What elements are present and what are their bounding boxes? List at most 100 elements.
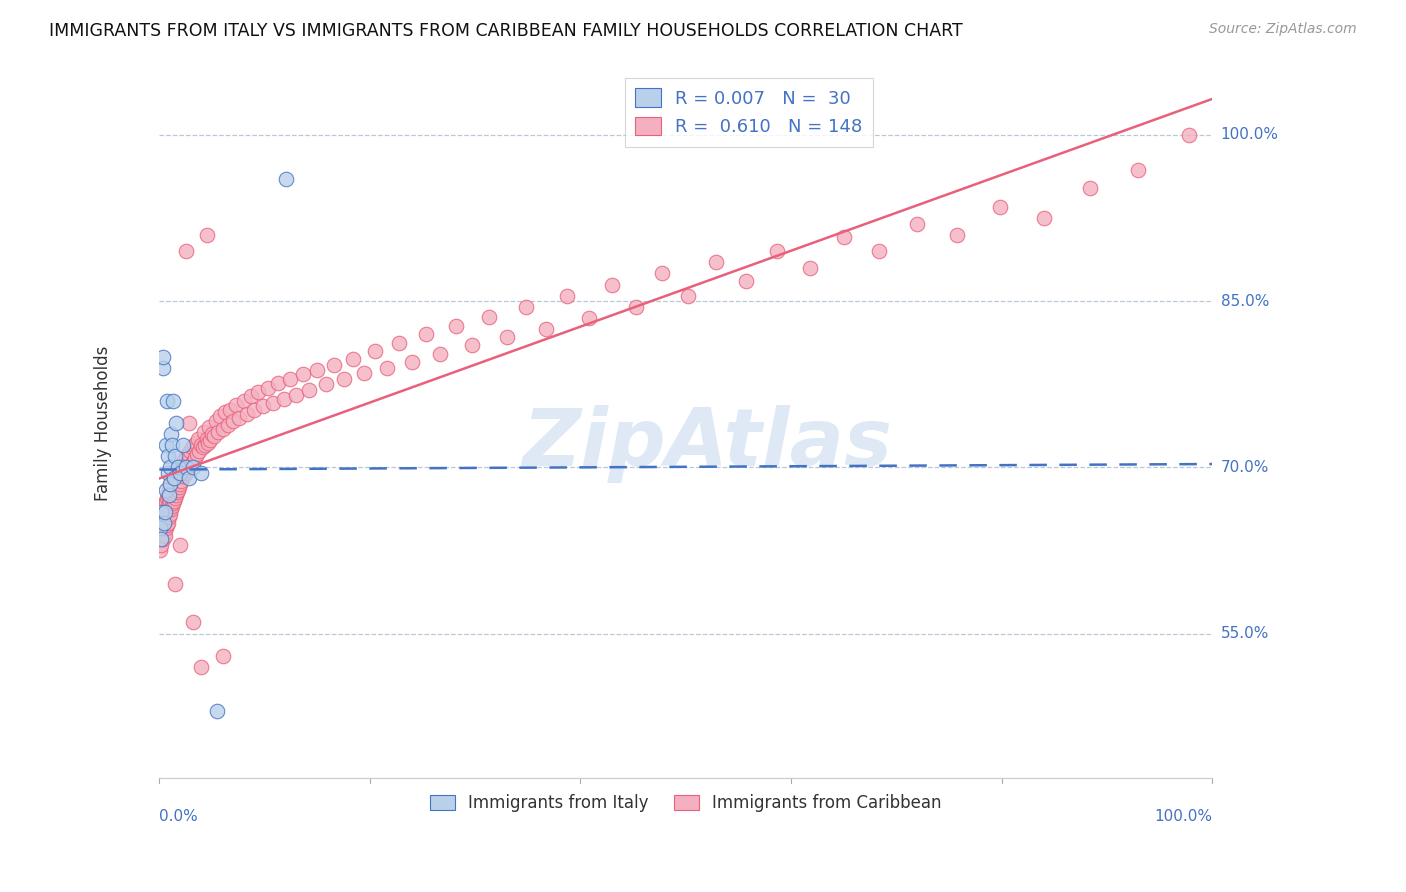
Point xyxy=(173,466,195,480)
Point xyxy=(446,318,468,333)
Point xyxy=(247,384,270,399)
Point xyxy=(149,521,172,535)
Point xyxy=(159,507,181,521)
Point xyxy=(167,460,190,475)
Point xyxy=(1032,211,1054,225)
Point xyxy=(211,648,233,663)
Point xyxy=(515,300,537,314)
Point xyxy=(169,462,191,476)
Point xyxy=(205,414,228,428)
Point xyxy=(153,505,176,519)
Point xyxy=(162,496,184,510)
Point xyxy=(273,392,295,406)
Point xyxy=(190,466,212,480)
Point xyxy=(353,366,375,380)
Point xyxy=(157,510,180,524)
Point xyxy=(169,466,191,480)
Point xyxy=(169,480,191,494)
Point xyxy=(342,351,364,366)
Point xyxy=(165,450,187,464)
Text: IMMIGRANTS FROM ITALY VS IMMIGRANTS FROM CARIBBEAN FAMILY HOUSEHOLDS CORRELATION: IMMIGRANTS FROM ITALY VS IMMIGRANTS FROM… xyxy=(49,22,963,40)
Point xyxy=(676,288,699,302)
Point xyxy=(176,462,198,476)
Point xyxy=(149,543,172,558)
Point xyxy=(252,400,274,414)
Point xyxy=(162,393,184,408)
Point xyxy=(201,427,224,442)
Point xyxy=(177,471,200,485)
Point xyxy=(228,410,250,425)
Point xyxy=(184,451,207,466)
Point xyxy=(364,344,387,359)
Text: 100.0%: 100.0% xyxy=(1220,128,1278,143)
Point xyxy=(905,217,928,231)
Point xyxy=(285,388,308,402)
Point xyxy=(150,505,173,519)
Point xyxy=(267,376,290,391)
Point xyxy=(179,443,201,458)
Point xyxy=(1078,181,1101,195)
Point xyxy=(172,469,194,483)
Point xyxy=(156,450,179,464)
Point xyxy=(174,466,197,480)
Point xyxy=(207,704,229,718)
Point xyxy=(167,466,190,480)
Point xyxy=(152,533,174,547)
Point xyxy=(165,471,187,485)
Point xyxy=(651,267,673,281)
Point xyxy=(188,443,211,458)
Point xyxy=(375,360,398,375)
Point xyxy=(165,416,187,430)
Point xyxy=(177,416,200,430)
Point xyxy=(415,327,437,342)
Point xyxy=(183,438,205,452)
Point xyxy=(155,493,177,508)
Point xyxy=(150,516,173,530)
Point xyxy=(181,615,204,630)
Point xyxy=(153,510,176,524)
Point xyxy=(155,438,177,452)
Point xyxy=(232,393,254,408)
Point xyxy=(156,518,179,533)
Point xyxy=(578,310,600,325)
Point xyxy=(160,483,183,497)
Point xyxy=(194,438,217,452)
Point xyxy=(163,493,186,508)
Point xyxy=(165,491,187,506)
Point xyxy=(169,477,191,491)
Text: Source: ZipAtlas.com: Source: ZipAtlas.com xyxy=(1209,22,1357,37)
Point xyxy=(150,533,173,547)
Point xyxy=(198,433,221,447)
Point xyxy=(160,499,183,513)
Point xyxy=(180,458,202,472)
Point xyxy=(166,469,188,483)
Text: 100.0%: 100.0% xyxy=(1154,809,1212,824)
Point xyxy=(734,274,756,288)
Point xyxy=(211,421,233,435)
Point xyxy=(1178,128,1201,142)
Point xyxy=(159,477,181,491)
Point xyxy=(169,538,191,552)
Point xyxy=(165,576,187,591)
Text: 70.0%: 70.0% xyxy=(1220,460,1268,475)
Point xyxy=(152,521,174,535)
Point xyxy=(315,377,337,392)
Point xyxy=(195,227,218,242)
Legend: Immigrants from Italy, Immigrants from Caribbean: Immigrants from Italy, Immigrants from C… xyxy=(423,788,948,819)
Point xyxy=(153,496,176,510)
Point xyxy=(159,477,181,491)
Text: 0.0%: 0.0% xyxy=(159,809,198,824)
Point xyxy=(988,200,1011,214)
Point xyxy=(869,244,891,259)
Point xyxy=(160,502,183,516)
Text: ZipAtlas: ZipAtlas xyxy=(522,405,891,483)
Point xyxy=(152,350,174,364)
Point xyxy=(159,493,181,508)
Point xyxy=(217,418,239,433)
Point xyxy=(195,432,218,446)
Point xyxy=(243,402,266,417)
Point xyxy=(181,455,204,469)
Point xyxy=(214,405,236,419)
Point xyxy=(165,474,187,488)
Point xyxy=(177,447,200,461)
